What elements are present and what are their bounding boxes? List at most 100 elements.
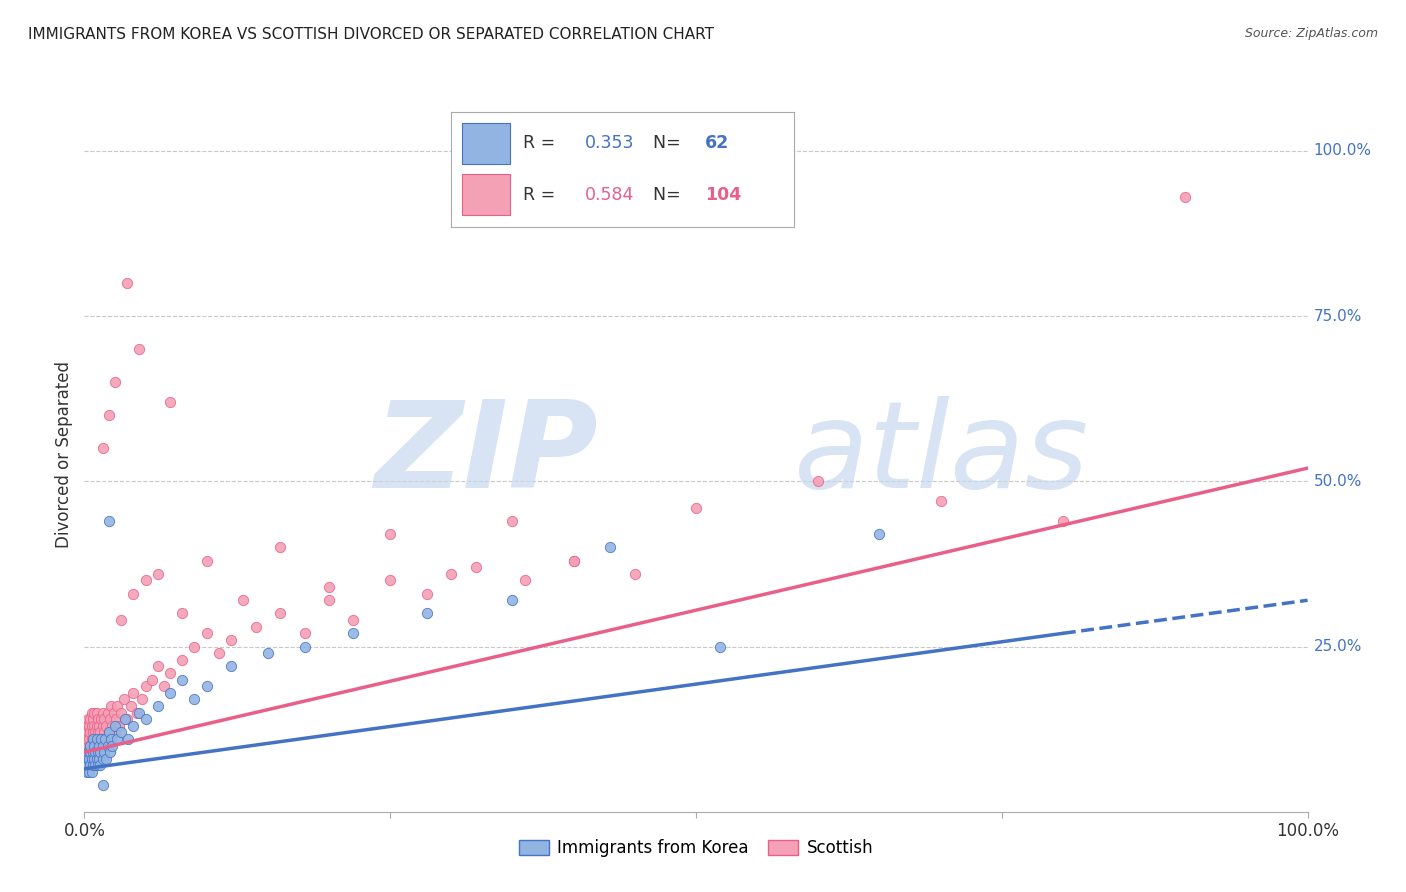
Point — [103, 706, 125, 720]
Point — [105, 698, 128, 713]
Point — [159, 665, 181, 680]
Point — [172, 653, 194, 667]
Point — [135, 712, 157, 726]
Point — [87, 739, 110, 753]
Point — [79, 712, 101, 726]
Point — [83, 706, 105, 720]
Point — [77, 712, 100, 726]
Text: 75.0%: 75.0% — [1313, 309, 1362, 324]
Point — [89, 739, 111, 753]
Point — [685, 500, 707, 515]
Point — [104, 376, 127, 390]
Point — [110, 613, 132, 627]
Point — [90, 712, 112, 726]
Point — [122, 719, 145, 733]
Point — [125, 706, 148, 720]
Point — [82, 739, 104, 753]
Point — [77, 725, 100, 739]
Point — [77, 745, 100, 759]
Point — [79, 725, 101, 739]
Point — [208, 646, 231, 660]
Point — [513, 574, 536, 588]
Point — [97, 725, 120, 739]
Point — [146, 659, 169, 673]
Point — [101, 719, 124, 733]
Point — [562, 554, 585, 568]
Point — [86, 752, 108, 766]
Point — [79, 745, 101, 759]
Point — [172, 607, 194, 621]
Text: IMMIGRANTS FROM KOREA VS SCOTTISH DIVORCED OR SEPARATED CORRELATION CHART: IMMIGRANTS FROM KOREA VS SCOTTISH DIVORC… — [28, 27, 714, 42]
Point — [105, 712, 128, 726]
Point — [93, 745, 115, 759]
Point — [100, 732, 122, 747]
Point — [135, 574, 157, 588]
Point — [77, 765, 100, 780]
Point — [869, 527, 891, 541]
Point — [807, 475, 830, 489]
Point — [195, 679, 218, 693]
Point — [195, 626, 218, 640]
Point — [135, 679, 157, 693]
Point — [232, 593, 254, 607]
Point — [96, 752, 118, 766]
Point — [624, 566, 647, 581]
Point — [318, 580, 340, 594]
Point — [294, 640, 316, 654]
Point — [87, 745, 110, 759]
Point — [98, 745, 121, 759]
Point — [159, 686, 181, 700]
Point — [91, 719, 114, 733]
Point — [342, 626, 364, 640]
Point — [294, 626, 316, 640]
Point — [80, 732, 103, 747]
Point — [89, 758, 111, 772]
Point — [172, 673, 194, 687]
Point — [146, 566, 169, 581]
Point — [153, 679, 176, 693]
Point — [83, 752, 105, 766]
Point — [87, 719, 110, 733]
Point — [94, 732, 117, 747]
Point — [86, 706, 108, 720]
Point — [94, 732, 117, 747]
Point — [93, 712, 115, 726]
Point — [1174, 190, 1197, 204]
Text: 100.0%: 100.0% — [1313, 144, 1372, 159]
Point — [76, 765, 98, 780]
Point — [97, 409, 120, 423]
Point — [501, 593, 523, 607]
Point — [76, 719, 98, 733]
Point — [89, 725, 111, 739]
Point — [87, 758, 110, 772]
Point — [83, 739, 105, 753]
Point — [82, 745, 104, 759]
Point — [146, 698, 169, 713]
Point — [86, 719, 108, 733]
Point — [114, 712, 136, 726]
Point — [86, 732, 108, 747]
Text: Source: ZipAtlas.com: Source: ZipAtlas.com — [1244, 27, 1378, 40]
Point — [97, 706, 120, 720]
Point — [929, 494, 952, 508]
Point — [82, 725, 104, 739]
Point — [122, 587, 145, 601]
Point — [82, 758, 104, 772]
Legend: Immigrants from Korea, Scottish: Immigrants from Korea, Scottish — [512, 833, 880, 864]
Point — [501, 514, 523, 528]
Point — [709, 640, 731, 654]
Point — [117, 732, 139, 747]
Point — [128, 342, 150, 356]
Point — [1052, 514, 1074, 528]
Point — [318, 593, 340, 607]
Point — [77, 719, 100, 733]
Point — [76, 745, 98, 759]
Point — [80, 752, 103, 766]
Point — [115, 276, 138, 290]
Point — [84, 739, 107, 753]
Point — [87, 712, 110, 726]
Point — [380, 527, 402, 541]
Point — [83, 719, 105, 733]
Point — [183, 640, 205, 654]
Point — [257, 646, 280, 660]
